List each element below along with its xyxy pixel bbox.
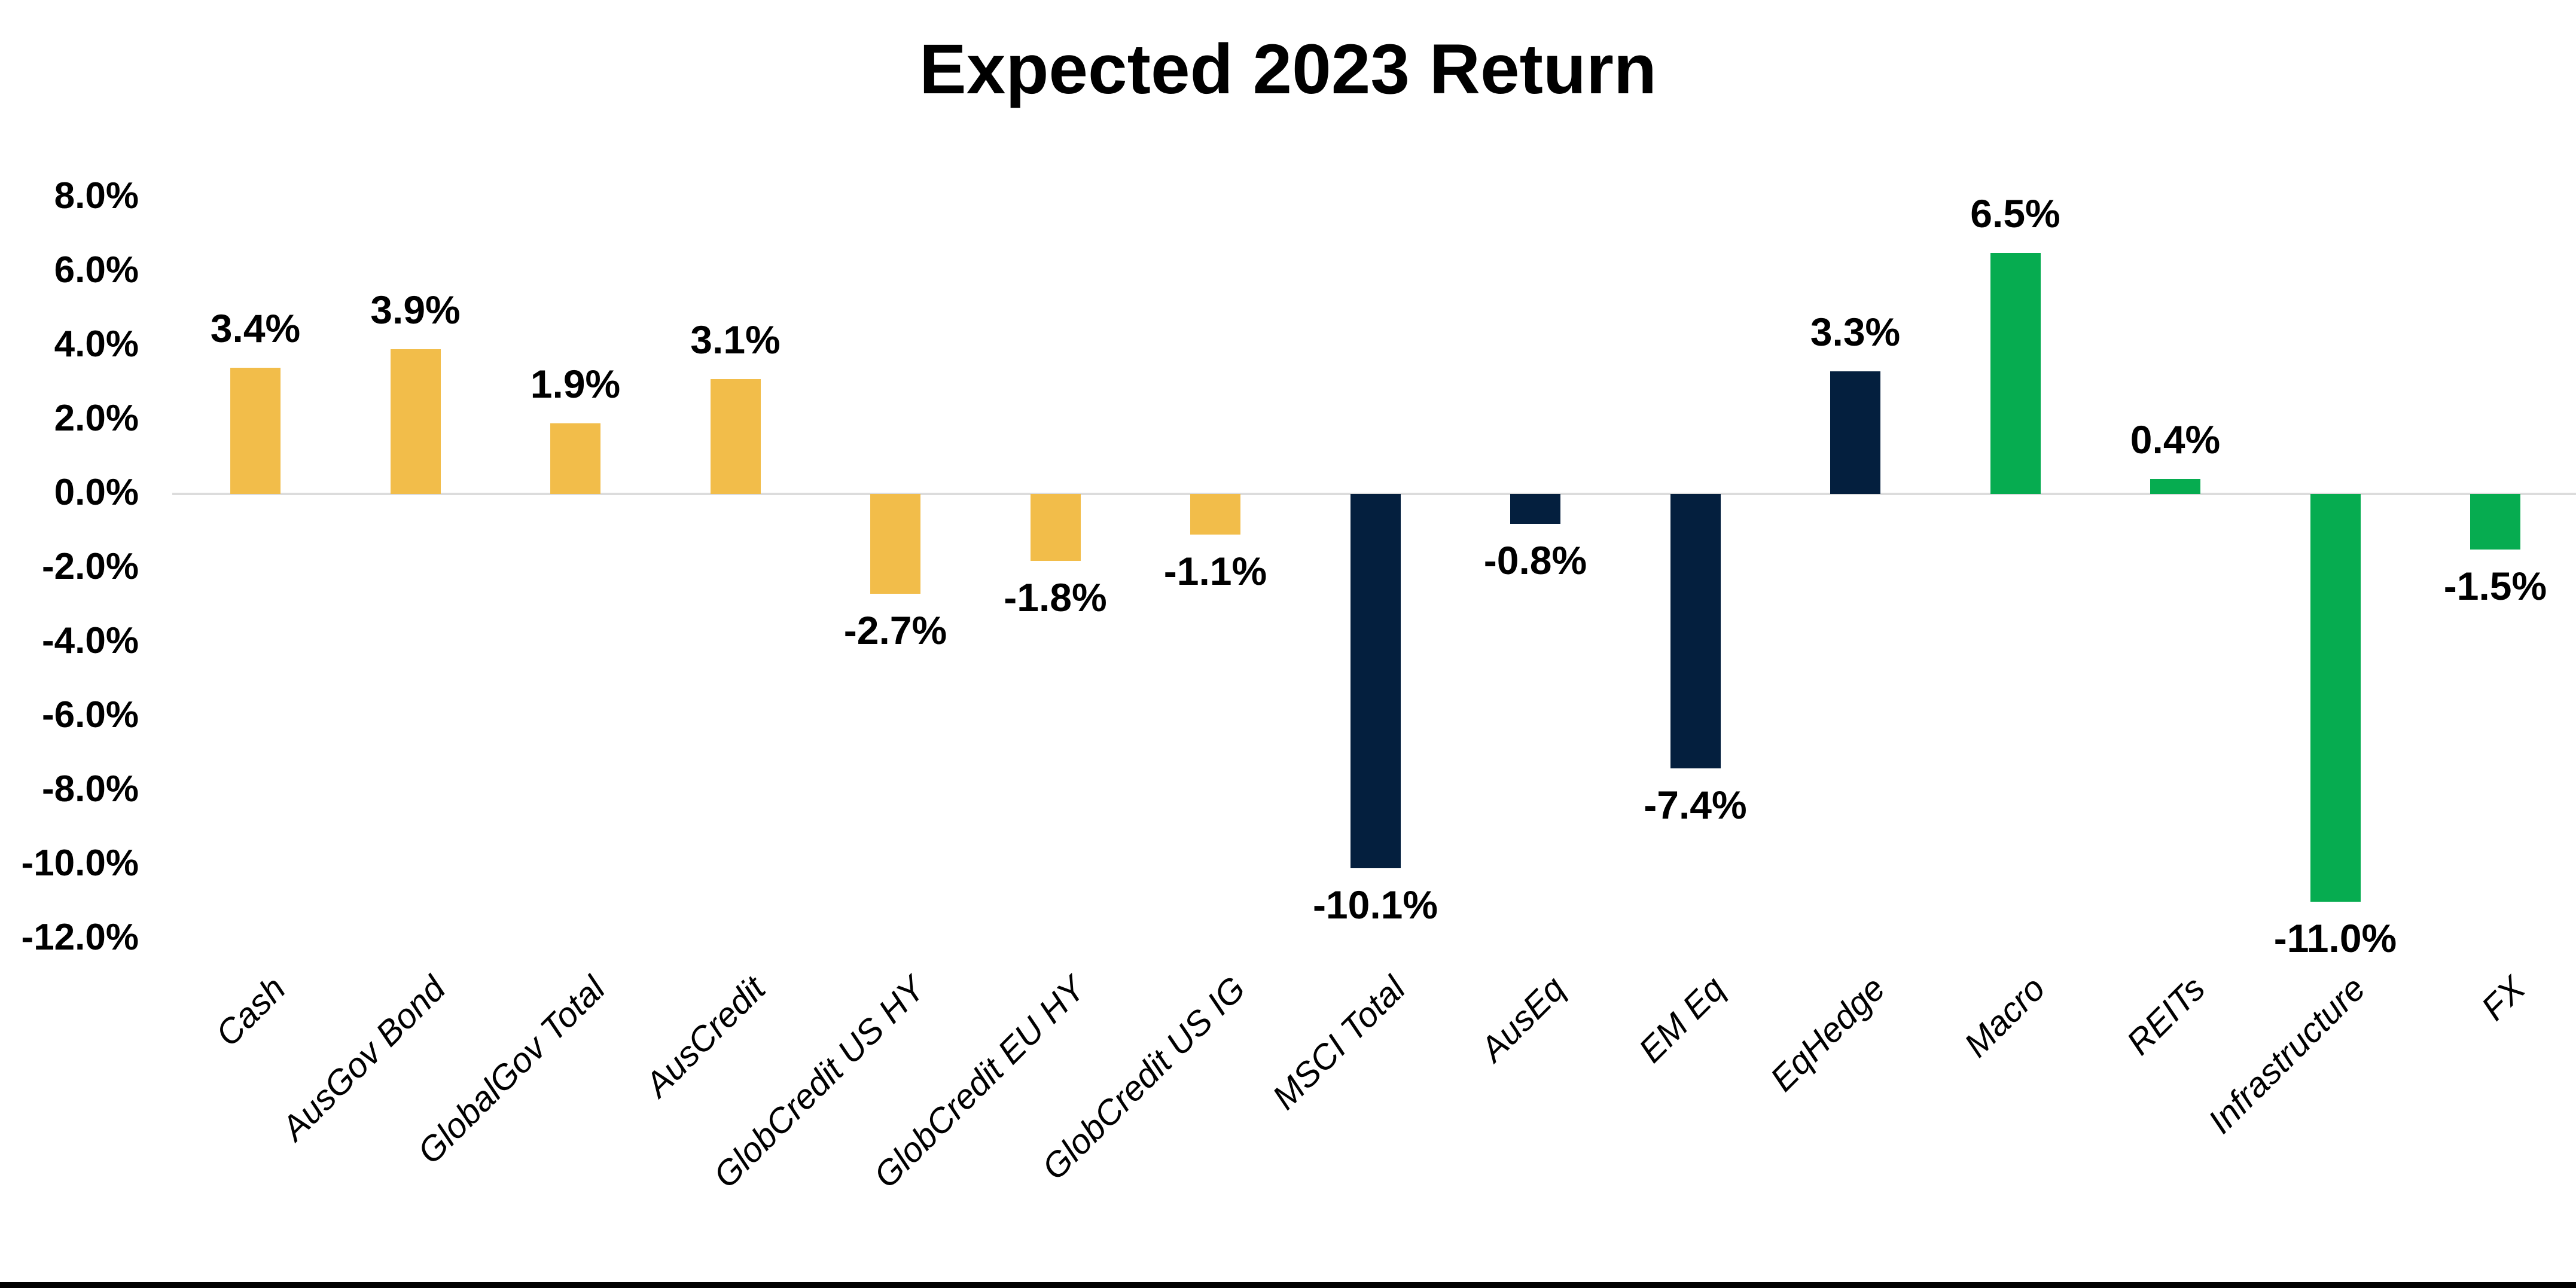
bar-value-label: -0.8% — [1483, 538, 1587, 582]
y-axis-tick-label: -8.0% — [42, 768, 139, 810]
x-axis-category-label: MSCI Total — [1264, 969, 1413, 1117]
bar-value-label: 3.9% — [370, 288, 461, 332]
chart-title: Expected 2023 Return — [919, 30, 1657, 109]
bar-em-eq — [1670, 494, 1721, 768]
bar-value-label: -1.1% — [1163, 549, 1267, 594]
bar-value-label: -2.7% — [843, 608, 947, 653]
bar-eqhedge — [1830, 371, 1880, 494]
bar-infrastructure — [2310, 494, 2361, 902]
x-axis-category-label: AusGov Bond — [274, 969, 453, 1148]
bar-globcredit-us-ig — [1190, 494, 1240, 535]
bar-value-label: -11.0% — [2273, 916, 2397, 960]
bar-value-label: -1.8% — [1004, 575, 1107, 619]
bar-value-label: 3.4% — [210, 306, 301, 351]
bottom-border-line — [0, 1282, 2576, 1288]
y-axis-tick-label: -6.0% — [42, 694, 139, 735]
bar-globcredit-us-hy — [870, 494, 920, 594]
y-axis-tick-label: 6.0% — [54, 249, 139, 291]
y-axis-tick-label: -10.0% — [21, 843, 139, 884]
x-axis-category-label: Macro — [1957, 969, 2053, 1065]
x-axis-category-label: Infrastructure — [2200, 969, 2373, 1142]
bar-auseq — [1510, 494, 1560, 524]
x-axis-category-label: REITs — [2119, 969, 2213, 1063]
bar-value-label: -7.4% — [1644, 782, 1747, 827]
bar-fx — [2470, 494, 2520, 550]
x-axis-category-label: Cash — [208, 969, 293, 1054]
bar-msci-total — [1350, 494, 1401, 869]
bar-cash — [230, 368, 281, 494]
bar-value-label: 3.1% — [690, 317, 781, 362]
x-axis-category-label: AusCredit — [638, 969, 773, 1104]
y-axis-tick-label: -2.0% — [42, 546, 139, 587]
y-axis-tick-label: 2.0% — [54, 398, 139, 439]
bar-value-label: 3.3% — [1810, 310, 1901, 355]
x-axis-category-label: AusEq — [1473, 969, 1573, 1069]
x-axis-category-label: FX — [2474, 969, 2533, 1028]
bar-value-label: -10.1% — [1312, 883, 1438, 927]
y-axis-tick-label: 4.0% — [54, 323, 139, 365]
bar-globcredit-eu-hy — [1030, 494, 1081, 561]
y-axis-tick-label: 0.0% — [54, 472, 139, 513]
x-axis-category-label: EM Eq — [1632, 969, 1733, 1070]
bar-value-label: -1.5% — [2443, 564, 2547, 608]
bar-value-label: 0.4% — [2130, 417, 2221, 462]
x-axis-category-label: EqHedge — [1763, 969, 1893, 1099]
bar-globalgov-total — [550, 423, 600, 494]
bar-value-label: 1.9% — [530, 362, 621, 407]
bar-value-label: 6.5% — [1970, 191, 2060, 236]
bar-auscredit — [710, 379, 761, 494]
bar-ausgov-bond — [390, 349, 441, 494]
bar-reits — [2150, 479, 2200, 494]
y-axis-tick-label: 8.0% — [54, 175, 139, 216]
y-axis-tick-label: -12.0% — [21, 917, 139, 958]
y-axis-tick-label: -4.0% — [42, 620, 139, 661]
bar-macro — [1990, 253, 2041, 494]
